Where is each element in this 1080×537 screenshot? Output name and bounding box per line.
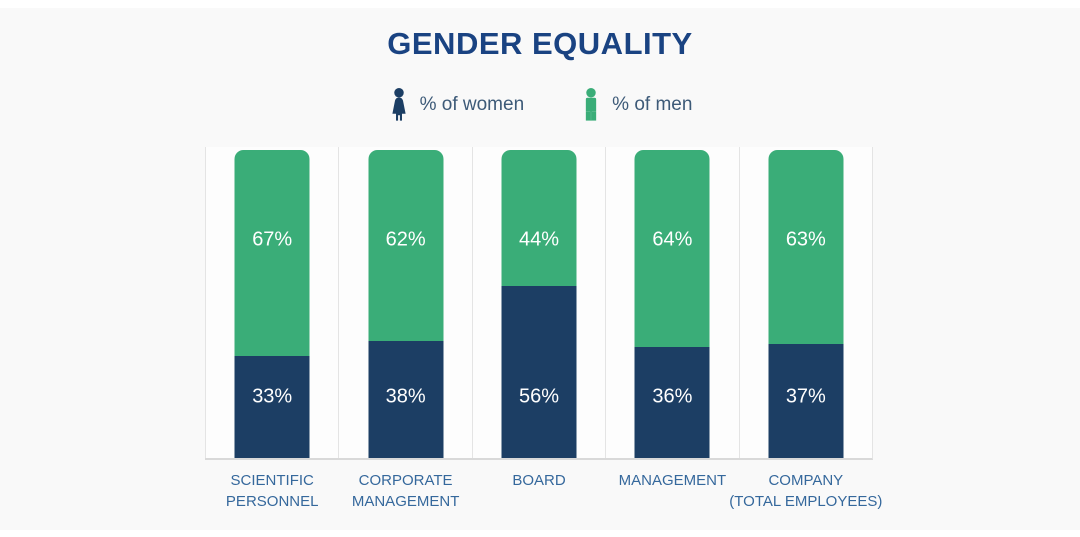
bar-management: [634, 150, 710, 458]
segment-women: [634, 347, 710, 458]
bar-company-total-employees: [768, 150, 844, 458]
segment-men: [368, 150, 444, 341]
category-slot-management: 64% 36% MANAGEMENT: [605, 147, 738, 489]
category-label-management: MANAGEMENT: [618, 472, 727, 489]
value-label-women: 37%: [785, 385, 826, 408]
value-label-women: 38%: [385, 385, 426, 408]
legend-item-men: % of men: [580, 88, 692, 121]
page-title: GENDER EQUALITY: [387, 26, 693, 61]
value-label-men: 67%: [252, 228, 293, 251]
legend-label-women: % of women: [419, 93, 525, 115]
category-slot-company-total-employees: 63% 37% COMPANY (TOTAL EMPLOYEES): [729, 147, 882, 510]
segment-men: [234, 150, 310, 357]
value-label-men: 64%: [652, 228, 693, 251]
segment-women: [768, 344, 844, 458]
category-label-corporate-management: CORPORATE MANAGEMENT: [351, 472, 460, 510]
value-label-men: 44%: [519, 228, 560, 251]
female-icon: [388, 88, 410, 121]
segment-women: [234, 356, 310, 458]
category-label-company-total-employees: COMPANY (TOTAL EMPLOYEES): [729, 472, 883, 510]
segment-women: [501, 285, 577, 458]
bar-scientific-personnel: [234, 150, 310, 458]
legend-item-women: % of women: [388, 88, 525, 121]
value-label-men: 62%: [385, 228, 426, 251]
value-label-men: 63%: [785, 228, 826, 251]
legend-label-men: % of men: [612, 93, 693, 115]
bar-board: [501, 150, 577, 458]
segment-men: [634, 150, 710, 348]
segment-men: [768, 150, 844, 345]
value-label-women: 36%: [652, 385, 693, 408]
category-label-scientific-personnel: SCIENTIFIC PERSONNEL: [225, 472, 319, 510]
chart-legend: % of women % of men: [0, 88, 1080, 121]
category-slot-corporate-management: 62% 38% CORPORATE MANAGEMENT: [338, 147, 471, 510]
segment-men: [501, 150, 577, 286]
category-slot-board: 44% 56% BOARD: [471, 147, 605, 489]
category-label-board: BOARD: [512, 472, 566, 489]
bar-corporate-management: [368, 150, 444, 458]
value-label-women: 56%: [519, 385, 560, 408]
stacked-bar-chart: 67% 33% SCIENTIFIC PERSONNEL 62% 38% CORPORAT…: [205, 147, 882, 510]
category-slot-scientific-personnel: 67% 33% SCIENTIFIC PERSONNEL: [205, 147, 338, 510]
male-icon: [580, 88, 602, 121]
value-label-women: 33%: [252, 385, 293, 408]
segment-women: [368, 340, 444, 458]
